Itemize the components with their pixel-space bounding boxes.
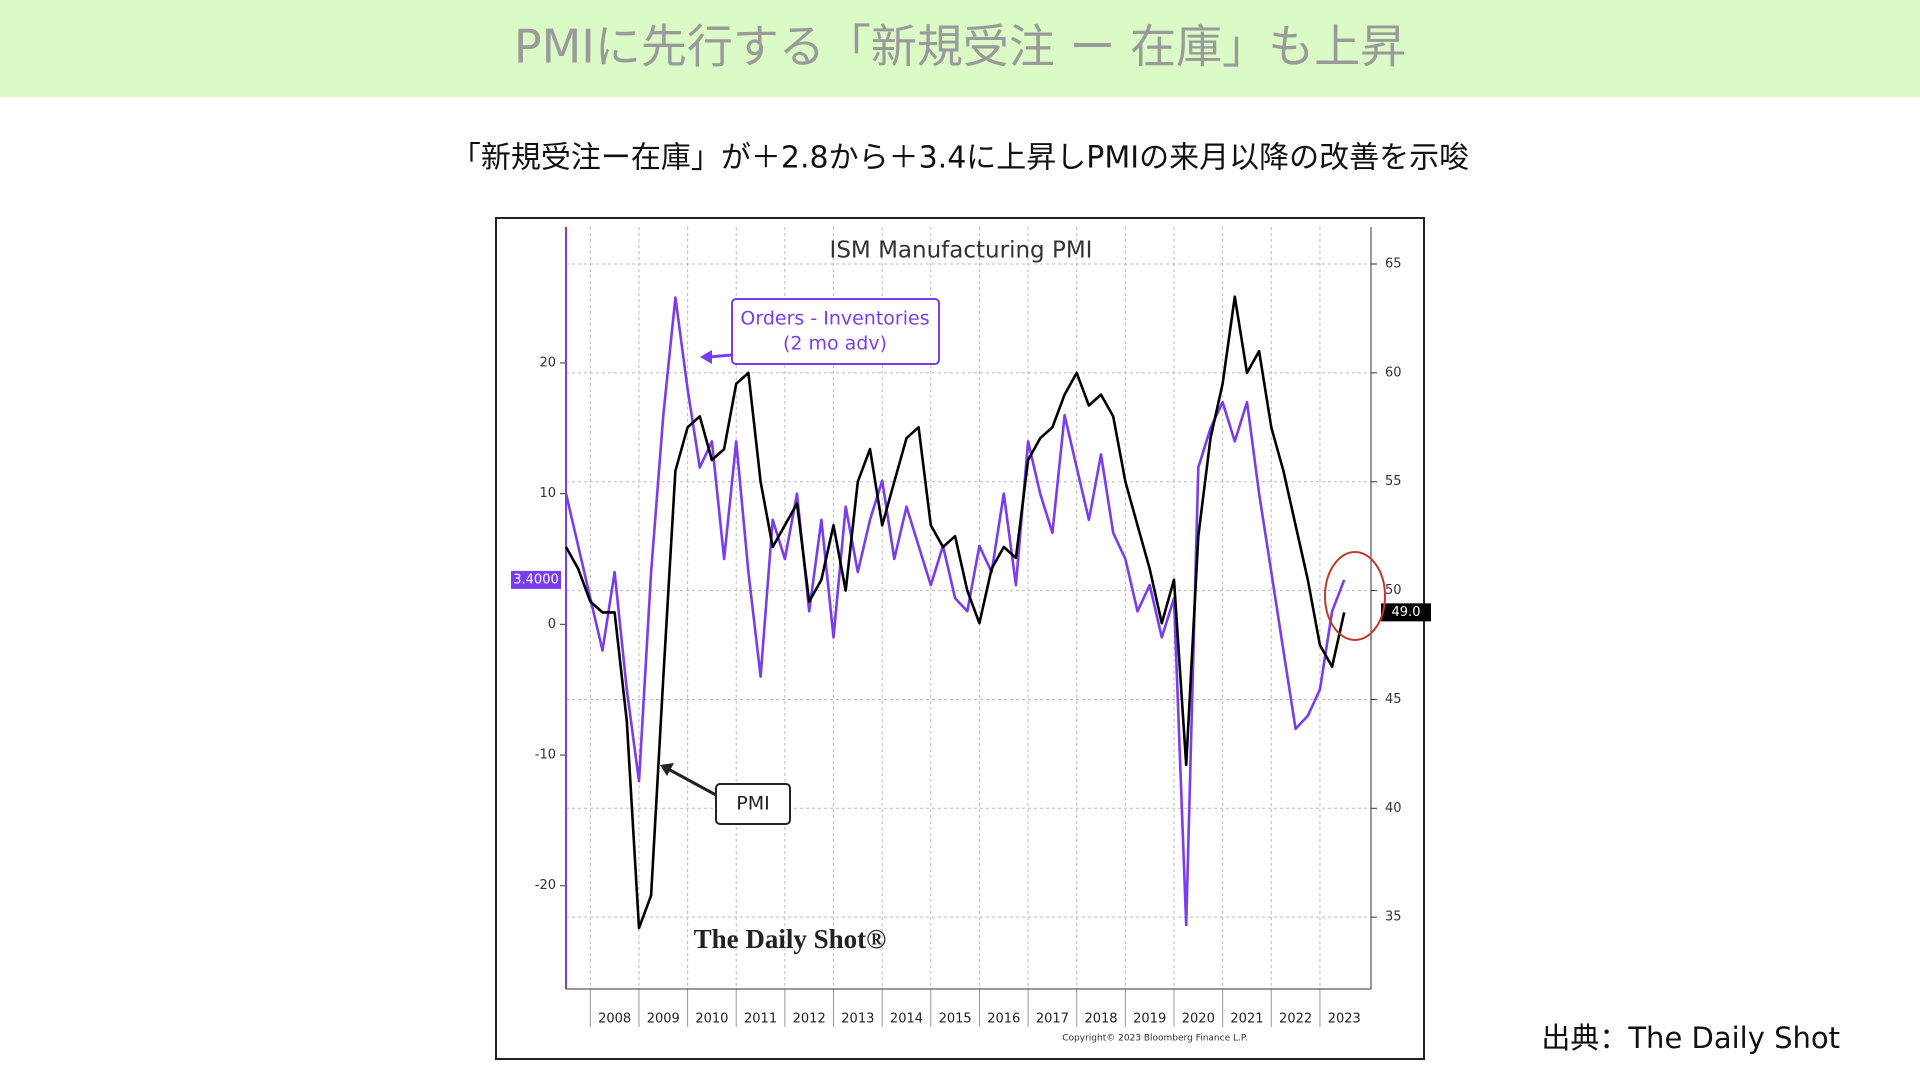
x-tick-label: 2009 bbox=[647, 1012, 680, 1027]
watermark: The Daily Shot® bbox=[694, 924, 887, 954]
source: 出典：The Daily Shot bbox=[1541, 1021, 1840, 1055]
y2-tick-label: 55 bbox=[1385, 474, 1402, 489]
annotation-arrow bbox=[669, 768, 717, 797]
value-label-box bbox=[511, 570, 561, 589]
annotation-box bbox=[731, 298, 940, 365]
chart-frame bbox=[495, 217, 1425, 1060]
x-tick-label: 2022 bbox=[1279, 1012, 1312, 1027]
x-tick-label: 2011 bbox=[744, 1012, 777, 1027]
value-label: 49.0 bbox=[1392, 605, 1421, 620]
x-tick-label: 2019 bbox=[1133, 1012, 1166, 1027]
series-line bbox=[564, 295, 1346, 930]
header-title: PMIに先行する「新規受注 ー 在庫」も上昇 bbox=[514, 20, 1406, 74]
subtitle: 「新規受注ー在庫」が＋2.8から＋3.4に上昇しPMIの来月以降の改善を示唆 bbox=[451, 141, 1469, 176]
header-band bbox=[0, 0, 1920, 97]
y-tick-label: 10 bbox=[539, 486, 556, 501]
x-tick-label: 2008 bbox=[598, 1012, 631, 1027]
y-tick-label: -10 bbox=[535, 748, 556, 763]
annotation: (2 mo adv) bbox=[783, 333, 887, 355]
x-tick-label: 2018 bbox=[1084, 1012, 1117, 1027]
x-tick-label: 2015 bbox=[939, 1012, 972, 1027]
copyright: Copyright© 2023 Bloomberg Finance L.P. bbox=[1062, 1034, 1247, 1044]
annotation-box bbox=[715, 783, 791, 825]
x-tick-label: 2023 bbox=[1328, 1012, 1361, 1027]
x-tick-label: 2021 bbox=[1230, 1012, 1263, 1027]
annotation: Orders - Inventories bbox=[740, 308, 929, 330]
x-tick-label: 2014 bbox=[890, 1012, 923, 1027]
y2-tick-label: 45 bbox=[1385, 692, 1402, 707]
annotation: PMI bbox=[736, 793, 769, 815]
y2-tick-label: 40 bbox=[1385, 801, 1402, 816]
x-tick-label: 2013 bbox=[841, 1012, 874, 1027]
y-tick-label: 0 bbox=[548, 617, 556, 632]
y2-tick-label: 60 bbox=[1385, 365, 1402, 380]
x-tick-label: 2017 bbox=[1036, 1012, 1069, 1027]
arrow-head bbox=[660, 763, 674, 776]
value-label-box bbox=[1381, 603, 1431, 622]
highlight-circle bbox=[1324, 551, 1386, 641]
x-tick-label: 2012 bbox=[793, 1012, 826, 1027]
x-tick-label: 2016 bbox=[987, 1012, 1020, 1027]
value-label: 3.4000 bbox=[513, 572, 559, 587]
x-tick-label: 2010 bbox=[695, 1012, 728, 1027]
chart-title: ISM Manufacturing PMI bbox=[830, 238, 1093, 264]
y2-tick-label: 35 bbox=[1385, 910, 1402, 925]
y-tick-label: 20 bbox=[539, 355, 556, 370]
y-tick-label: -20 bbox=[535, 878, 556, 893]
arrow-head bbox=[700, 350, 712, 364]
y2-tick-label: 50 bbox=[1385, 583, 1402, 598]
y2-tick-label: 65 bbox=[1385, 257, 1402, 272]
x-tick-label: 2020 bbox=[1182, 1012, 1215, 1027]
